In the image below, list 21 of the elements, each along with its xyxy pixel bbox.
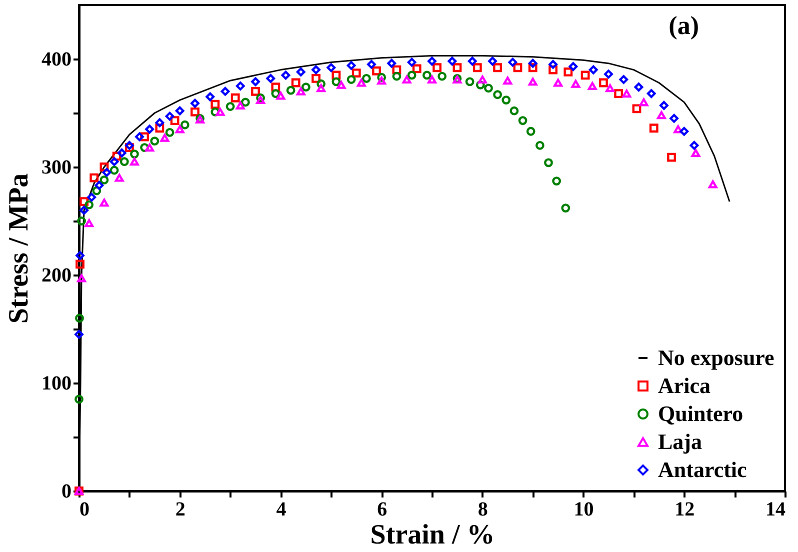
legend-label: Arica — [658, 373, 711, 398]
legend-label: Antarctic — [658, 457, 748, 482]
y-tick-label: 0 — [62, 480, 72, 502]
annotation: (a) — [668, 11, 699, 40]
x-tick-label: 6 — [377, 498, 388, 520]
x-axis-title: Strain / % — [370, 520, 495, 550]
y-tick-label: 300 — [42, 156, 72, 178]
y-tick-label: 200 — [42, 264, 72, 286]
legend-label: No exposure — [658, 345, 775, 370]
y-tick-label: 400 — [42, 48, 72, 70]
legend-label: Quintero — [658, 401, 744, 426]
x-tick-label: 2 — [175, 498, 186, 520]
legend-label: Laja — [658, 429, 702, 454]
x-tick-label: 0 — [80, 498, 90, 520]
x-tick-label: 12 — [674, 498, 695, 520]
x-tick-label: 4 — [276, 498, 286, 520]
x-tick-label: 10 — [574, 498, 594, 520]
y-axis-title: Stress / MPa — [4, 173, 34, 324]
x-tick-label: 14 — [766, 498, 786, 520]
y-tick-label: 100 — [42, 372, 72, 394]
x-tick-label: 8 — [478, 498, 488, 520]
